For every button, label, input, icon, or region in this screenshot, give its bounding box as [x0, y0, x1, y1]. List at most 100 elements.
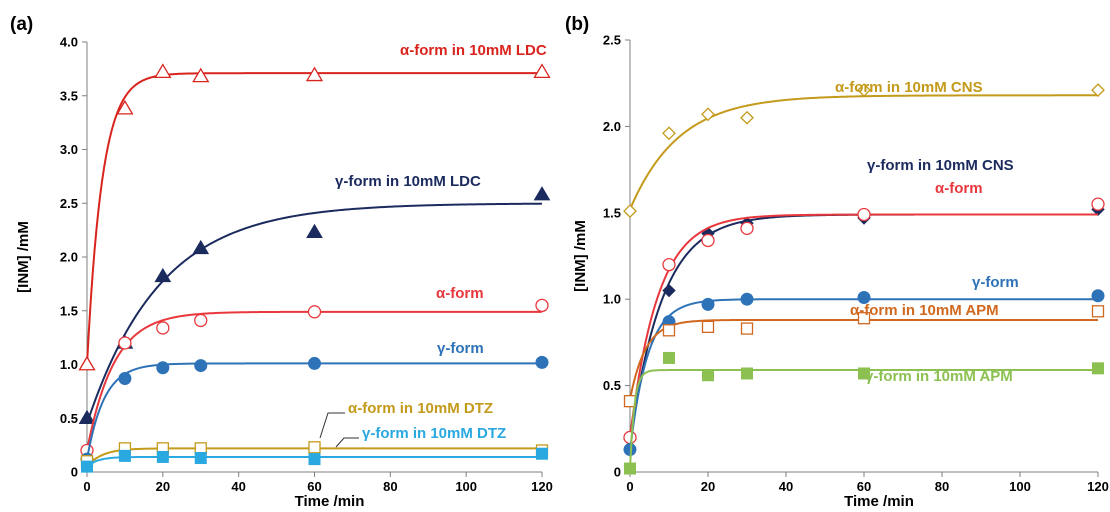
- data-point: [662, 283, 676, 298]
- x-tick-label: 40: [231, 479, 245, 494]
- series-annotation: α-form in 10mM CNS: [835, 79, 983, 96]
- y-tick-label: 2.0: [603, 119, 621, 134]
- series-annotation: γ-form: [437, 340, 484, 357]
- annotation-leader-line: [319, 412, 345, 439]
- data-point: [702, 369, 714, 382]
- data-point: [858, 367, 870, 380]
- data-point: [307, 305, 322, 319]
- chart-panel-a: (a) 0 0.5 1.0 1.5 2.0 2.5 3.0 3.5 4.0 0 20 40 60 80 100…: [10, 14, 553, 510]
- data-point: [701, 233, 715, 248]
- series-annotation: γ-form in 10mM LDC: [335, 173, 481, 190]
- data-point: [701, 297, 715, 311]
- y-tick-label: 0: [614, 465, 621, 480]
- series-annotation: γ-form in 10mM APM: [865, 368, 1013, 385]
- series-fit-line: [629, 318, 1098, 400]
- data-point: [154, 63, 172, 78]
- data-point: [740, 292, 754, 306]
- series-annotation: γ-form: [972, 274, 1019, 291]
- data-point: [533, 63, 551, 78]
- data-point: [118, 336, 132, 350]
- data-point: [662, 257, 676, 272]
- chart-panel-b: (b) 0 0.5 1.0 1.5 2.0 2.5 0 20 40 60 80 100 120 Time /…: [565, 14, 1109, 510]
- series-2: α-form: [80, 285, 549, 458]
- data-point: [308, 441, 321, 454]
- y-tick-label: 1.5: [60, 303, 78, 318]
- data-point: [662, 324, 676, 337]
- data-point: [1091, 289, 1105, 303]
- series-fit-line: [86, 72, 542, 365]
- x-tick-label: 40: [779, 479, 793, 494]
- data-point: [623, 430, 637, 445]
- data-point: [624, 462, 636, 475]
- y-axis-label: [INM] /mM: [572, 220, 589, 292]
- x-axis-label: Time /min: [295, 493, 365, 510]
- x-tick-label: 100: [1009, 479, 1031, 494]
- y-tick-label: 1.0: [603, 292, 621, 307]
- series-fit-line: [629, 213, 1098, 438]
- annotation-leader-line: [335, 437, 359, 448]
- series-annotation: α-form in 10mM DTZ: [348, 400, 493, 417]
- y-tick-label: 2.5: [60, 196, 78, 211]
- series-3: γ-form: [623, 274, 1105, 457]
- series-fit-line: [629, 369, 1098, 469]
- y-tick-label: 2.5: [603, 33, 621, 48]
- data-point: [194, 313, 208, 328]
- x-tick-label: 20: [156, 479, 170, 494]
- series-fit-line: [629, 94, 1098, 210]
- data-point: [1091, 197, 1105, 211]
- y-tick-label: 2.0: [60, 250, 78, 265]
- x-tick-label: 120: [1087, 479, 1109, 494]
- x-tick-label: 80: [383, 479, 397, 494]
- data-point: [156, 361, 170, 375]
- data-point: [533, 186, 551, 201]
- data-point: [535, 298, 549, 313]
- data-point: [740, 322, 754, 335]
- data-point: [857, 207, 871, 222]
- series-5: γ-form in 10mM DTZ: [81, 425, 548, 473]
- data-point: [701, 107, 715, 122]
- data-point: [1091, 83, 1105, 98]
- x-tick-label: 0: [83, 479, 90, 494]
- data-point: [857, 312, 871, 325]
- y-tick-label: 1.0: [60, 357, 78, 372]
- data-point: [156, 450, 169, 463]
- data-point: [81, 460, 93, 473]
- series-5: γ-form in 10mM APM: [624, 351, 1104, 475]
- data-point: [663, 351, 675, 364]
- data-point: [1091, 305, 1105, 318]
- series-annotation: α-form: [935, 180, 983, 197]
- series-4: α-form in 10mM APM: [623, 302, 1105, 408]
- data-point: [536, 447, 548, 460]
- y-axis-label: [INM] /mM: [15, 221, 32, 293]
- data-point: [1092, 362, 1104, 375]
- data-point: [740, 110, 754, 125]
- data-point: [741, 367, 753, 380]
- series-0: α-form in 10mM LDC: [78, 42, 551, 371]
- y-tick-label: 4.0: [60, 35, 78, 50]
- y-tick-label: 0.5: [60, 411, 78, 426]
- x-tick-label: 120: [531, 479, 553, 494]
- data-point: [118, 449, 131, 462]
- data-point: [857, 290, 871, 304]
- data-point: [192, 239, 210, 255]
- series-3: γ-form: [80, 340, 549, 466]
- data-point: [308, 453, 321, 466]
- x-tick-label: 20: [701, 479, 715, 494]
- y-tick-label: 3.5: [60, 88, 78, 103]
- panel-label: (b): [565, 14, 589, 35]
- data-point: [156, 321, 170, 335]
- data-point: [194, 452, 207, 465]
- data-point: [305, 66, 324, 82]
- data-point: [192, 67, 210, 83]
- data-point: [857, 83, 871, 98]
- y-tick-label: 3.0: [60, 142, 78, 157]
- data-point: [78, 409, 96, 424]
- series-annotation: α-form in 10mM APM: [850, 302, 999, 319]
- series-annotation: α-form: [436, 285, 484, 302]
- data-point: [535, 355, 549, 369]
- data-point: [308, 356, 321, 370]
- y-tick-label: 0: [71, 465, 78, 480]
- data-point: [701, 320, 715, 333]
- x-tick-label: 60: [857, 479, 871, 494]
